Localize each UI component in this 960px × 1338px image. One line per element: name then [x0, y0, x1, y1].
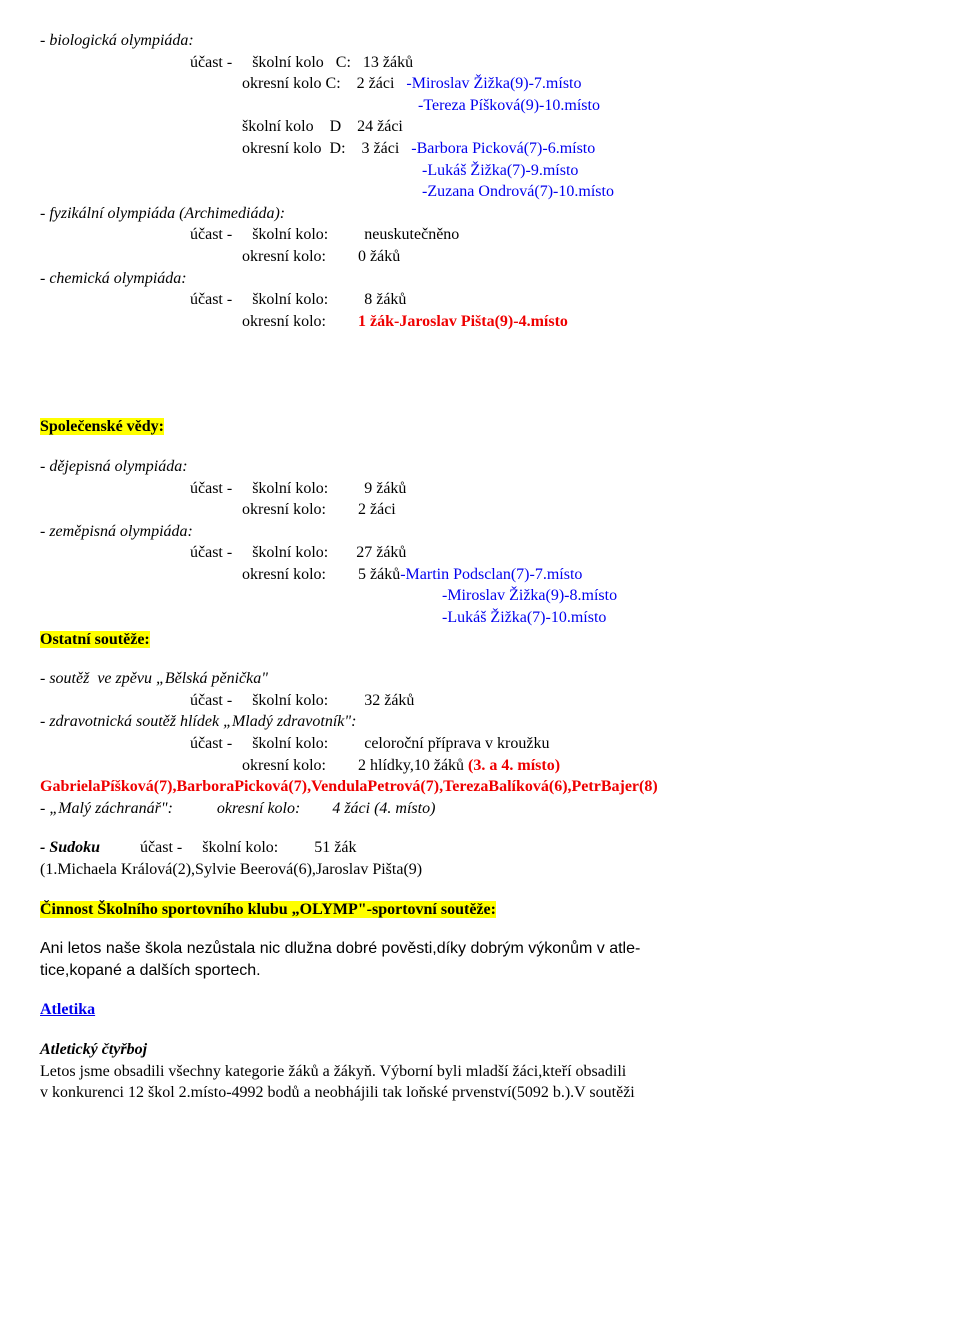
dej-line1: účast - školní kolo: 9 žáků	[40, 478, 920, 500]
zdrav-line1: účast - školní kolo: celoroční příprava …	[40, 733, 920, 755]
bio-line4: školní kolo D 24 žáci	[40, 116, 920, 138]
chem-title: - chemická olympiáda:	[40, 270, 187, 287]
bio-line2: okresní kolo C: 2 žáci -Miroslav Žižka(9…	[40, 73, 920, 95]
penicka-line1: účast - školní kolo: 32 žáků	[40, 690, 920, 712]
dej-line2: okresní kolo: 2 žáci	[40, 499, 920, 521]
paragraph-1: Ani letos naše škola nezůstala nic dlužn…	[40, 938, 920, 981]
zem-line1: účast - školní kolo: 27 žáků	[40, 542, 920, 564]
bio-title: - biologická olympiáda:	[40, 32, 194, 49]
bio-line3: -Tereza Píšková(9)-10.místo	[40, 95, 920, 117]
fyz-line2: okresní kolo: 0 žáků	[40, 246, 920, 268]
bio-line7: -Zuzana Ondrová(7)-10.místo	[40, 181, 920, 203]
bio-line1: účast - školní kolo C: 13 žáků	[40, 52, 920, 74]
fyz-title: - fyzikální olympiáda (Archimediáda):	[40, 205, 285, 222]
sudoku-line2: (1.Michaela Králová(2),Sylvie Beerová(6)…	[40, 859, 920, 881]
ctyrboj-body: Letos jsme obsadili všechny kategorie žá…	[40, 1061, 920, 1104]
zdrav-title: - zdravotnická soutěž hlídek „Mladý zdra…	[40, 713, 356, 730]
bio-line6: -Lukáš Žižka(7)-9.místo	[40, 160, 920, 182]
zdrav-names: GabrielaPíšková(7),BarboraPicková(7),Ven…	[40, 776, 920, 798]
chem-line1: účast - školní kolo: 8 žáků	[40, 289, 920, 311]
zem-line2: okresní kolo: 5 žáků-Martin Podsclan(7)-…	[40, 564, 920, 586]
zem-line3: -Miroslav Žižka(9)-8.místo	[40, 585, 920, 607]
ostatni-header: Ostatní soutěže:	[40, 629, 920, 651]
zdrav-line2: okresní kolo: 2 hlídky,10 žáků (3. a 4. …	[40, 755, 920, 777]
sudoku-line1: - Sudoku účast - školní kolo: 51 žák	[40, 837, 920, 859]
spolecenske-header: Společenské vědy:	[40, 416, 920, 438]
fyz-line1: účast - školní kolo: neuskutečněno	[40, 224, 920, 246]
ctyrboj-title: Atletický čtyřboj	[40, 1039, 920, 1061]
penicka-title: - soutěž ve zpěvu „Bělská pěnička"	[40, 670, 268, 687]
zem-line4: -Lukáš Žižka(7)-10.místo	[40, 607, 920, 629]
atletika-link[interactable]: Atletika	[40, 999, 920, 1021]
bio-line5: okresní kolo D: 3 žáci -Barbora Picková(…	[40, 138, 920, 160]
zem-title: - zeměpisná olympiáda:	[40, 523, 193, 540]
olymp-header: Činnost Školního sportovního klubu „OLYM…	[40, 899, 920, 921]
maly-line: - „Malý záchranář": okresní kolo: 4 žáci…	[40, 798, 920, 820]
chem-line2: okresní kolo: 1 žák-Jaroslav Pišta(9)-4.…	[40, 311, 920, 333]
dej-title: - dějepisná olympiáda:	[40, 458, 188, 475]
